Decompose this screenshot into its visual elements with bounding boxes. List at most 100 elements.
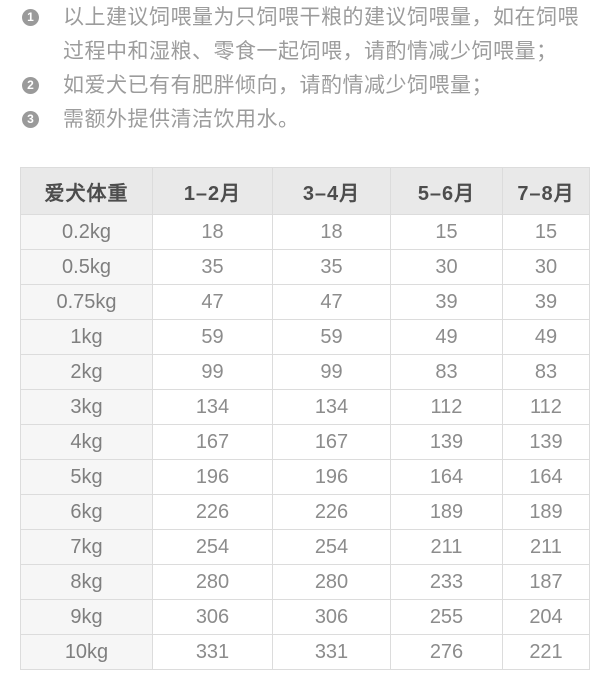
header-row: 爱犬体重 1–2月 3–4月 5–6月 7–8月 bbox=[20, 167, 590, 215]
note-text: 如爱犬已有有肥胖倾向，请酌情减少饲喂量； bbox=[63, 69, 493, 103]
value-cell: 254 bbox=[152, 529, 273, 565]
value-cell: 167 bbox=[272, 424, 391, 460]
note-item-3: 3 需额外提供清洁饮用水。 bbox=[22, 103, 582, 137]
notes-section: 1 以上建议饲喂量为只饲喂干粮的建议饲喂量，如在饲喂 过程中和湿粮、零食一起饲喂，请… bbox=[0, 0, 582, 137]
value-cell: 280 bbox=[272, 564, 391, 600]
value-cell: 139 bbox=[390, 424, 503, 460]
weight-cell: 1kg bbox=[20, 319, 153, 355]
value-cell: 83 bbox=[502, 354, 590, 390]
column-header-4: 5–6月 bbox=[390, 167, 503, 215]
value-cell: 134 bbox=[152, 389, 273, 425]
weight-cell: 4kg bbox=[20, 424, 153, 460]
note-item-1: 1 以上建议饲喂量为只饲喂干粮的建议饲喂量，如在饲喂 过程中和湿粮、零食一起饲喂，请… bbox=[22, 1, 582, 69]
note-text: 需额外提供清洁饮用水。 bbox=[63, 103, 300, 137]
feeding-table-header: 爱犬体重 1–2月 3–4月 5–6月 7–8月 bbox=[20, 167, 590, 215]
value-cell: 49 bbox=[502, 319, 590, 355]
value-cell: 196 bbox=[152, 459, 273, 495]
value-cell: 59 bbox=[152, 319, 273, 355]
weight-cell: 7kg bbox=[20, 529, 153, 565]
weight-cell: 3kg bbox=[20, 389, 153, 425]
value-cell: 255 bbox=[390, 599, 503, 635]
column-header-2: 1–2月 bbox=[152, 167, 273, 215]
feeding-table-body: 0.2kg 18 18 15 15 0.5kg 35 35 30 30 0.75kg 47 47 39 39… bbox=[20, 214, 590, 670]
value-cell: 254 bbox=[272, 529, 391, 565]
weight-cell: 0.2kg bbox=[20, 214, 153, 250]
table-row: 10kg 331 331 276 221 bbox=[20, 634, 590, 670]
feeding-table: 爱犬体重 1–2月 3–4月 5–6月 7–8月 0.2kg 18 18 15 15 0.5kg 3… bbox=[20, 167, 590, 670]
value-cell: 331 bbox=[152, 634, 273, 670]
value-cell: 49 bbox=[390, 319, 503, 355]
table-row: 2kg 99 99 83 83 bbox=[20, 354, 590, 390]
value-cell: 35 bbox=[152, 249, 273, 285]
value-cell: 189 bbox=[390, 494, 503, 530]
table-row: 1kg 59 59 49 49 bbox=[20, 319, 590, 355]
value-cell: 226 bbox=[272, 494, 391, 530]
value-cell: 112 bbox=[390, 389, 503, 425]
value-cell: 189 bbox=[502, 494, 590, 530]
value-cell: 15 bbox=[390, 214, 503, 250]
value-cell: 280 bbox=[152, 564, 273, 600]
value-cell: 167 bbox=[152, 424, 273, 460]
value-cell: 39 bbox=[502, 284, 590, 320]
weight-cell: 2kg bbox=[20, 354, 153, 390]
table-row: 7kg 254 254 211 211 bbox=[20, 529, 590, 565]
value-cell: 187 bbox=[502, 564, 590, 600]
value-cell: 83 bbox=[390, 354, 503, 390]
note-text-line: 以上建议饲喂量为只饲喂干粮的建议饲喂量，如在饲喂 bbox=[63, 6, 579, 29]
value-cell: 204 bbox=[502, 599, 590, 635]
value-cell: 233 bbox=[390, 564, 503, 600]
note-text-line: 需额外提供清洁饮用水。 bbox=[63, 108, 300, 131]
table-row: 6kg 226 226 189 189 bbox=[20, 494, 590, 530]
table-row: 4kg 167 167 139 139 bbox=[20, 424, 590, 460]
column-header-3: 3–4月 bbox=[272, 167, 391, 215]
value-cell: 59 bbox=[272, 319, 391, 355]
table-row: 5kg 196 196 164 164 bbox=[20, 459, 590, 495]
weight-cell: 8kg bbox=[20, 564, 153, 600]
value-cell: 99 bbox=[152, 354, 273, 390]
value-cell: 47 bbox=[272, 284, 391, 320]
value-cell: 331 bbox=[272, 634, 391, 670]
weight-cell: 6kg bbox=[20, 494, 153, 530]
weight-cell: 0.5kg bbox=[20, 249, 153, 285]
table-row: 3kg 134 134 112 112 bbox=[20, 389, 590, 425]
value-cell: 196 bbox=[272, 459, 391, 495]
value-cell: 35 bbox=[272, 249, 391, 285]
note-text: 以上建议饲喂量为只饲喂干粮的建议饲喂量，如在饲喂 过程中和湿粮、零食一起饲喂，请酌… bbox=[63, 1, 579, 69]
value-cell: 139 bbox=[502, 424, 590, 460]
value-cell: 47 bbox=[152, 284, 273, 320]
value-cell: 99 bbox=[272, 354, 391, 390]
value-cell: 276 bbox=[390, 634, 503, 670]
value-cell: 39 bbox=[390, 284, 503, 320]
value-cell: 211 bbox=[390, 529, 503, 565]
weight-cell: 9kg bbox=[20, 599, 153, 635]
value-cell: 15 bbox=[502, 214, 590, 250]
value-cell: 30 bbox=[390, 249, 503, 285]
weight-cell: 10kg bbox=[20, 634, 153, 670]
value-cell: 164 bbox=[502, 459, 590, 495]
note-text-line: 过程中和湿粮、零食一起饲喂，请酌情减少饲喂量； bbox=[63, 40, 558, 63]
value-cell: 112 bbox=[502, 389, 590, 425]
table-row: 0.5kg 35 35 30 30 bbox=[20, 249, 590, 285]
table-row: 9kg 306 306 255 204 bbox=[20, 599, 590, 635]
column-header-1: 爱犬体重 bbox=[20, 167, 153, 215]
note-number-badge: 2 bbox=[22, 77, 39, 94]
value-cell: 306 bbox=[272, 599, 391, 635]
column-header-5: 7–8月 bbox=[502, 167, 590, 215]
note-text-line: 如爱犬已有有肥胖倾向，请酌情减少饲喂量； bbox=[63, 74, 493, 97]
note-number-badge: 1 bbox=[22, 9, 39, 26]
value-cell: 30 bbox=[502, 249, 590, 285]
table-row: 8kg 280 280 233 187 bbox=[20, 564, 590, 600]
table-row: 0.75kg 47 47 39 39 bbox=[20, 284, 590, 320]
value-cell: 164 bbox=[390, 459, 503, 495]
value-cell: 306 bbox=[152, 599, 273, 635]
note-item-2: 2 如爱犬已有有肥胖倾向，请酌情减少饲喂量； bbox=[22, 69, 582, 103]
value-cell: 221 bbox=[502, 634, 590, 670]
table-row: 0.2kg 18 18 15 15 bbox=[20, 214, 590, 250]
value-cell: 18 bbox=[152, 214, 273, 250]
value-cell: 134 bbox=[272, 389, 391, 425]
note-number-badge: 3 bbox=[22, 111, 39, 128]
weight-cell: 0.75kg bbox=[20, 284, 153, 320]
value-cell: 211 bbox=[502, 529, 590, 565]
value-cell: 18 bbox=[272, 214, 391, 250]
